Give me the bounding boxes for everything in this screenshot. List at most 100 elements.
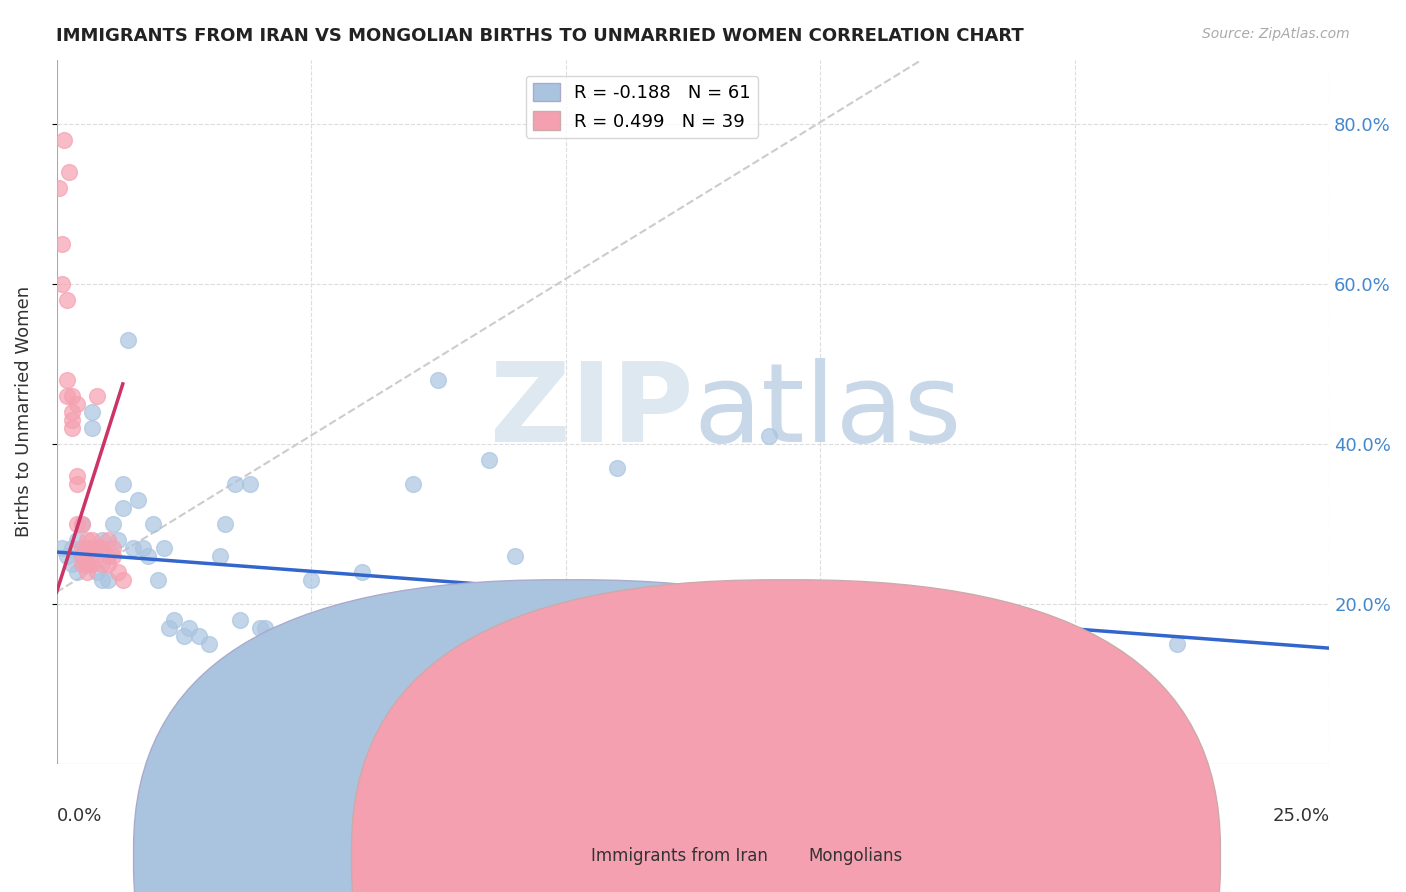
Text: 25.0%: 25.0% [1272, 806, 1329, 824]
Point [229, 613, 252, 627]
Point [86, 541, 108, 555]
Point [76, 557, 98, 571]
Point [48, 180, 70, 194]
Point [834, 629, 856, 643]
Point [60, 421, 83, 435]
Point [208, 549, 231, 563]
Point [70, 516, 93, 531]
Point [127, 493, 149, 508]
Point [107, 533, 129, 547]
Point [96, 557, 118, 571]
Point [254, 621, 277, 635]
Point [657, 629, 679, 643]
Point [122, 541, 145, 555]
Point [76, 565, 98, 579]
Text: atlas: atlas [693, 359, 962, 466]
Point [148, 573, 170, 587]
Point [91, 557, 114, 571]
Point [284, 629, 307, 643]
Point [70, 549, 93, 563]
Point [96, 573, 118, 587]
Point [101, 516, 124, 531]
Point [82, 405, 104, 419]
Legend: R = -0.188   N = 61, R = 0.499   N = 39: R = -0.188 N = 61, R = 0.499 N = 39 [526, 76, 758, 138]
Point [51, 236, 73, 251]
Point [70, 557, 93, 571]
Point [117, 333, 139, 347]
Point [86, 565, 108, 579]
Point [91, 541, 114, 555]
Point [56, 293, 79, 307]
Point [352, 565, 374, 579]
Point [503, 549, 526, 563]
Point [96, 533, 118, 547]
Point [82, 549, 104, 563]
Point [554, 629, 576, 643]
Point [91, 533, 114, 547]
Point [188, 629, 211, 643]
Point [239, 477, 262, 491]
Point [82, 533, 104, 547]
Point [101, 549, 124, 563]
Point [60, 413, 83, 427]
Point [60, 557, 83, 571]
Text: ZIP: ZIP [489, 359, 693, 466]
Point [111, 573, 134, 587]
Point [111, 477, 134, 491]
Point [157, 621, 180, 635]
Point [60, 405, 83, 419]
Point [66, 469, 89, 483]
Point [142, 516, 165, 531]
Point [91, 573, 114, 587]
Point [249, 621, 271, 635]
Point [198, 637, 221, 651]
Point [56, 389, 79, 403]
Point [82, 557, 104, 571]
Point [758, 429, 780, 443]
Text: IMMIGRANTS FROM IRAN VS MONGOLIAN BIRTHS TO UNMARRIED WOMEN CORRELATION CHART: IMMIGRANTS FROM IRAN VS MONGOLIAN BIRTHS… [56, 27, 1024, 45]
Y-axis label: Births to Unmarried Women: Births to Unmarried Women [15, 286, 32, 538]
Point [66, 477, 89, 491]
Point [173, 629, 195, 643]
Point [66, 533, 89, 547]
Point [163, 613, 186, 627]
Point [606, 461, 628, 475]
Point [579, 629, 602, 643]
Point [58, 164, 80, 178]
Point [1166, 637, 1188, 651]
Point [56, 549, 79, 563]
Point [76, 541, 98, 555]
Point [66, 565, 89, 579]
Point [427, 373, 450, 387]
Point [132, 541, 155, 555]
Point [56, 373, 79, 387]
Point [60, 541, 83, 555]
Point [82, 541, 104, 555]
Point [107, 565, 129, 579]
Text: Immigrants from Iran: Immigrants from Iran [591, 847, 768, 865]
Point [111, 501, 134, 516]
Point [86, 541, 108, 555]
Point [66, 516, 89, 531]
Point [478, 453, 501, 467]
Point [152, 541, 174, 555]
Point [1063, 645, 1085, 659]
Point [214, 516, 236, 531]
Point [70, 541, 93, 555]
Point [299, 653, 322, 667]
Point [259, 629, 281, 643]
Point [60, 389, 83, 403]
Point [70, 516, 93, 531]
Point [76, 557, 98, 571]
Point [86, 389, 108, 403]
Point [70, 549, 93, 563]
Point [76, 533, 98, 547]
Point [299, 573, 322, 587]
Point [177, 621, 200, 635]
Point [82, 421, 104, 435]
Point [936, 645, 959, 659]
Text: Source: ZipAtlas.com: Source: ZipAtlas.com [1202, 27, 1350, 41]
Point [76, 541, 98, 555]
Point [136, 549, 159, 563]
Point [224, 477, 246, 491]
